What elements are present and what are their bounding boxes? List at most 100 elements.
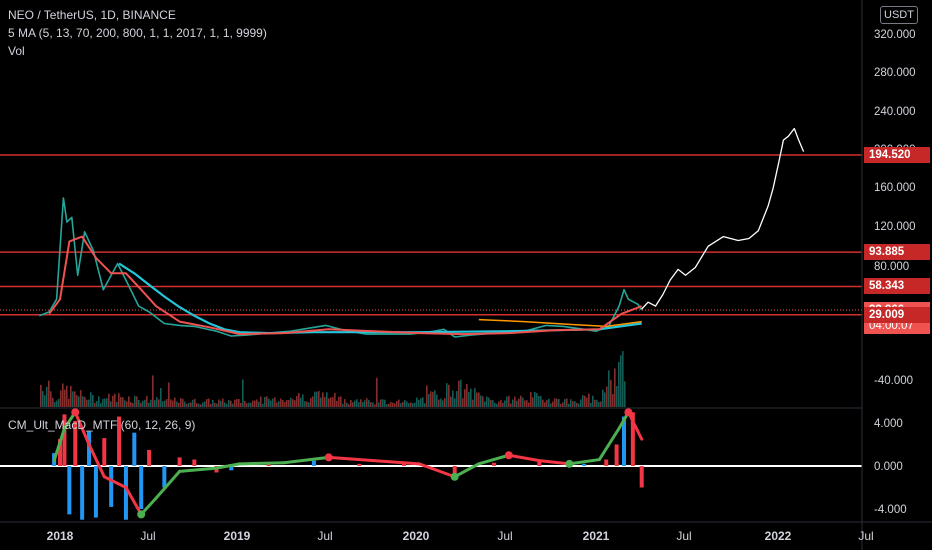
volume-bar: [124, 400, 126, 407]
macd-tick-label: -4.000: [874, 504, 907, 516]
volume-bar: [358, 402, 360, 407]
macd-histogram-bar: [614, 444, 619, 466]
volume-bar: [512, 399, 514, 407]
volume-bar: [438, 399, 440, 407]
volume-bar: [392, 402, 394, 407]
price-tick-label: 120.000: [874, 221, 916, 233]
volume-bar: [538, 395, 540, 407]
volume-bar: [406, 401, 408, 407]
volume-bar: [478, 392, 480, 407]
ma-legend[interactable]: 5 MA (5, 13, 70, 200, 800, 1, 1, 2017, 1…: [8, 26, 267, 40]
volume-bar: [546, 400, 548, 407]
volume-bar: [206, 398, 208, 407]
volume-bar: [242, 379, 244, 407]
macd-line-segment: [417, 462, 457, 479]
volume-bar: [234, 399, 236, 407]
volume-bar: [510, 403, 512, 407]
volume-bar: [584, 395, 586, 407]
volume-bar: [70, 385, 72, 407]
macd-histogram-bar: [123, 466, 128, 520]
volume-bar: [410, 402, 412, 407]
volume-bar: [84, 397, 86, 407]
macd-histogram-bar: [582, 463, 587, 466]
macd-histogram-bar: [109, 466, 114, 507]
volume-bar: [566, 398, 568, 407]
volume-bar: [366, 398, 368, 407]
volume-bar: [502, 402, 504, 407]
volume-bar: [316, 391, 318, 407]
volume-bar: [40, 384, 42, 407]
volume-bar: [468, 391, 470, 407]
volume-bar: [96, 401, 98, 407]
volume-bar: [598, 402, 600, 407]
volume-bar: [56, 400, 58, 407]
macd-line-segment: [154, 469, 182, 500]
volume-bar: [50, 391, 52, 407]
volume-bar: [112, 395, 114, 407]
volume-bar: [500, 399, 502, 407]
macd-histogram-bar: [147, 449, 152, 466]
volume-bar: [188, 402, 190, 407]
currency-button[interactable]: USDT: [880, 6, 918, 24]
volume-bar: [46, 386, 48, 407]
macd-line-segment: [102, 475, 128, 489]
volume-bar: [490, 399, 492, 407]
volume-bar: [190, 402, 192, 407]
volume-bar: [122, 397, 124, 407]
volume-legend[interactable]: Vol: [8, 44, 25, 58]
volume-bar: [456, 390, 458, 407]
volume-bar: [60, 390, 62, 407]
volume-bar: [550, 403, 552, 407]
volume-bar: [126, 401, 128, 407]
macd-histogram-bar: [87, 431, 92, 466]
volume-bar: [54, 402, 56, 407]
macd-legend[interactable]: CM_Ult_MacD_MTF (60, 12, 26, 9): [8, 418, 196, 432]
volume-bar: [184, 401, 186, 407]
price-levels: [0, 154, 862, 316]
volume-bar: [496, 403, 498, 407]
volume-bar: [298, 393, 300, 407]
macd-line-segment: [178, 466, 218, 473]
volume-bar: [450, 396, 452, 407]
macd-histogram-bar: [357, 463, 362, 466]
volume-bar: [88, 399, 90, 407]
volume-bar: [258, 401, 260, 407]
volume-bar: [400, 403, 402, 407]
volume-bar: [304, 401, 306, 407]
macd-histogram-bar: [58, 439, 62, 466]
volume-bar: [402, 401, 404, 407]
macd-cross-dot: [450, 472, 459, 481]
volume-bar: [462, 398, 464, 407]
volume-bar: [350, 399, 352, 407]
volume-bar: [196, 403, 198, 407]
volume-bar: [370, 402, 372, 407]
macd-histogram-bar: [139, 466, 144, 509]
volume-bar: [600, 401, 602, 407]
volume-bars: [40, 351, 626, 407]
volume-bar: [444, 398, 446, 407]
volume-bar: [572, 401, 574, 407]
volume-bar: [290, 397, 292, 407]
volume-bar: [158, 399, 160, 407]
volume-bar: [144, 399, 146, 407]
volume-bar: [340, 396, 342, 407]
volume-bar: [80, 390, 82, 407]
volume-bar: [482, 396, 484, 407]
volume-bar: [248, 402, 250, 407]
volume-bar: [516, 400, 518, 407]
volume-bar: [552, 401, 554, 407]
price-plot: [39, 127, 805, 338]
volume-bar: [182, 398, 184, 407]
volume-bar: [294, 400, 296, 407]
symbol-legend[interactable]: NEO / TetherUS, 1D, BINANCE: [8, 8, 176, 22]
time-tick-label: 2018: [47, 529, 74, 543]
macd-histogram-bar: [311, 460, 316, 466]
macd-cross-dot: [504, 451, 513, 460]
volume-bar: [524, 400, 526, 407]
volume-bar: [554, 398, 556, 407]
volume-bar: [52, 397, 54, 407]
volume-bar: [396, 401, 398, 407]
volume-bar: [314, 391, 316, 407]
volume-bar: [82, 396, 84, 407]
